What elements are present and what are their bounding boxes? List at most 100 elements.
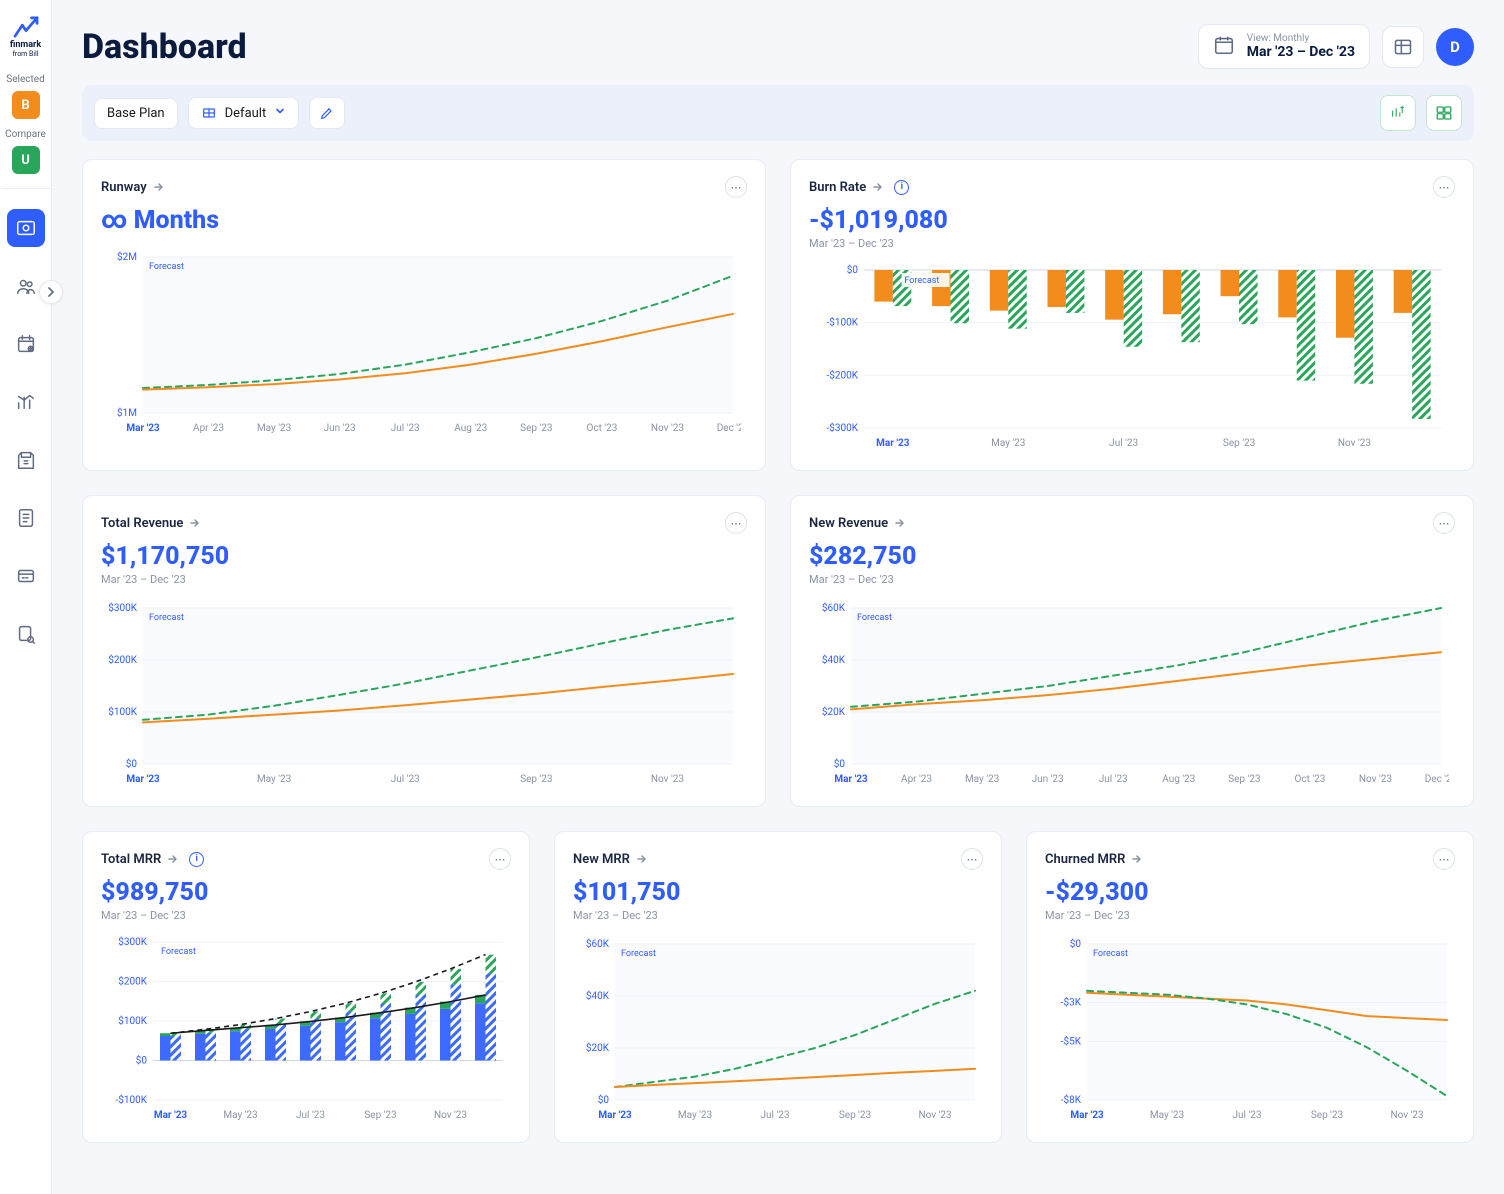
layout-button[interactable] [1426,95,1462,131]
card-burn-rate: Burn Rate i ⋯ -$1,019,080 Mar '23 – Dec … [790,159,1474,471]
svg-text:May '23: May '23 [965,774,999,785]
svg-text:Dec '23: Dec '23 [717,423,741,434]
info-icon[interactable]: i [894,180,909,195]
svg-text:$0: $0 [1070,937,1082,950]
svg-text:$40K: $40K [586,989,610,1002]
nav-actuals[interactable] [7,557,45,595]
svg-text:Mar '23: Mar '23 [154,1110,188,1121]
base-plan-pill[interactable]: Base Plan [94,98,178,129]
scenario-select[interactable]: Default [188,97,300,129]
svg-text:Nov '23: Nov '23 [1359,774,1392,785]
card-menu-button[interactable]: ⋯ [1433,512,1455,534]
page-title: Dashboard [82,27,247,67]
nav-dashboard[interactable] [7,209,45,247]
toolbar: Base Plan Default [82,85,1474,141]
svg-text:Aug '23: Aug '23 [454,423,487,434]
compare-plan-badge[interactable]: U [12,146,40,174]
nav-reports[interactable] [7,499,45,537]
nav-explore[interactable] [7,615,45,653]
arrow-right-icon [153,178,165,197]
svg-text:May '23: May '23 [257,423,291,434]
svg-text:$200K: $200K [108,653,137,666]
selected-label: Selected [6,74,44,85]
svg-text:Nov '23: Nov '23 [651,774,684,785]
brand-name: finmark [10,40,41,50]
card-menu-button[interactable]: ⋯ [725,512,747,534]
svg-text:May '23: May '23 [678,1110,712,1121]
svg-text:Mar '23: Mar '23 [834,774,868,785]
svg-text:Jul '23: Jul '23 [1099,774,1128,785]
svg-text:$0: $0 [126,757,138,770]
add-chart-button[interactable] [1380,95,1416,131]
svg-text:Forecast: Forecast [149,613,184,623]
arrow-right-icon [872,178,884,197]
card-chart: $60K$40K$20K$0ForecastMar '23Apr '23May … [809,600,1455,794]
selected-plan-badge[interactable]: B [12,91,40,119]
svg-text:Forecast: Forecast [161,947,196,957]
svg-text:-$100K: -$100K [115,1093,147,1106]
info-icon[interactable]: i [189,852,204,867]
divider [2,188,50,189]
nav-expenses[interactable] [7,325,45,363]
arrow-right-icon [189,514,201,533]
card-chart: $0-$3K-$5K-$8KForecastMar '23May '23Jul … [1045,936,1455,1130]
card-menu-button[interactable]: ⋯ [1433,176,1455,198]
card-metric: $101,750 [573,878,983,907]
card-title: Burn Rate [809,180,866,195]
svg-text:May '23: May '23 [223,1110,257,1121]
card-runway: Runway ⋯ ∞ Months $2M$1MForecastMar '23A… [82,159,766,471]
expand-sidebar-button[interactable] [39,280,63,304]
svg-text:$200K: $200K [118,975,147,988]
svg-text:$100K: $100K [108,705,137,718]
svg-text:$2M: $2M [117,250,137,263]
main: Dashboard View: Monthly Mar '23 – Dec '2… [52,0,1504,1194]
svg-text:Mar '23: Mar '23 [598,1110,632,1121]
svg-text:$0: $0 [136,1054,148,1067]
user-avatar[interactable]: D [1436,28,1474,66]
card-menu-button[interactable]: ⋯ [489,848,511,870]
card-title: Churned MRR [1045,852,1125,867]
arrow-right-icon [167,850,179,869]
svg-text:Apr '23: Apr '23 [193,423,224,434]
arrow-right-icon [636,850,648,869]
date-range-picker[interactable]: View: Monthly Mar '23 – Dec '23 [1198,24,1370,69]
svg-text:Jul '23: Jul '23 [1109,438,1138,449]
card-total-mrr: Total MRR i ⋯ $989,750 Mar '23 – Dec '23… [82,831,530,1143]
card-title: Total Revenue [101,516,183,531]
nav-model[interactable] [7,441,45,479]
nav-team[interactable] [7,267,45,305]
calendar-icon [1213,34,1235,60]
svg-text:Sep '23: Sep '23 [1228,774,1260,785]
svg-text:Nov '23: Nov '23 [1390,1110,1423,1121]
card-chart: $0-$100K-$200K-$300KForecastMar '23May '… [809,264,1455,458]
card-new-revenue: New Revenue ⋯ $282,750 Mar '23 – Dec '23… [790,495,1474,807]
card-subtitle: Mar '23 – Dec '23 [1045,909,1455,922]
svg-text:Sep '23: Sep '23 [1223,438,1255,449]
logo: finmark from Bill [5,16,47,58]
nav-revenue[interactable] [7,383,45,421]
card-subtitle: Mar '23 – Dec '23 [809,237,1455,250]
compare-label: Compare [5,129,46,140]
svg-text:Jul '23: Jul '23 [391,423,420,434]
brand-sub: from Bill [12,50,38,58]
nav-list [7,209,45,653]
svg-text:$40K: $40K [822,653,846,666]
svg-text:May '23: May '23 [991,438,1025,449]
view-label: View: Monthly [1247,33,1355,44]
card-metric: -$29,300 [1045,878,1455,907]
card-menu-button[interactable]: ⋯ [1433,848,1455,870]
svg-text:Oct '23: Oct '23 [586,423,617,434]
card-title: New Revenue [809,516,888,531]
svg-text:Jul '23: Jul '23 [761,1110,790,1121]
card-menu-button[interactable]: ⋯ [725,176,747,198]
chart-add-icon [1389,104,1407,122]
card-metric: $282,750 [809,542,1455,571]
svg-text:Forecast: Forecast [904,276,939,286]
card-subtitle: Mar '23 – Dec '23 [101,909,511,922]
edit-button[interactable] [309,97,345,129]
svg-text:Forecast: Forecast [857,613,892,623]
card-menu-button[interactable]: ⋯ [961,848,983,870]
card-metric: $989,750 [101,878,511,907]
table-view-button[interactable] [1382,26,1424,68]
svg-text:Nov '23: Nov '23 [434,1110,467,1121]
